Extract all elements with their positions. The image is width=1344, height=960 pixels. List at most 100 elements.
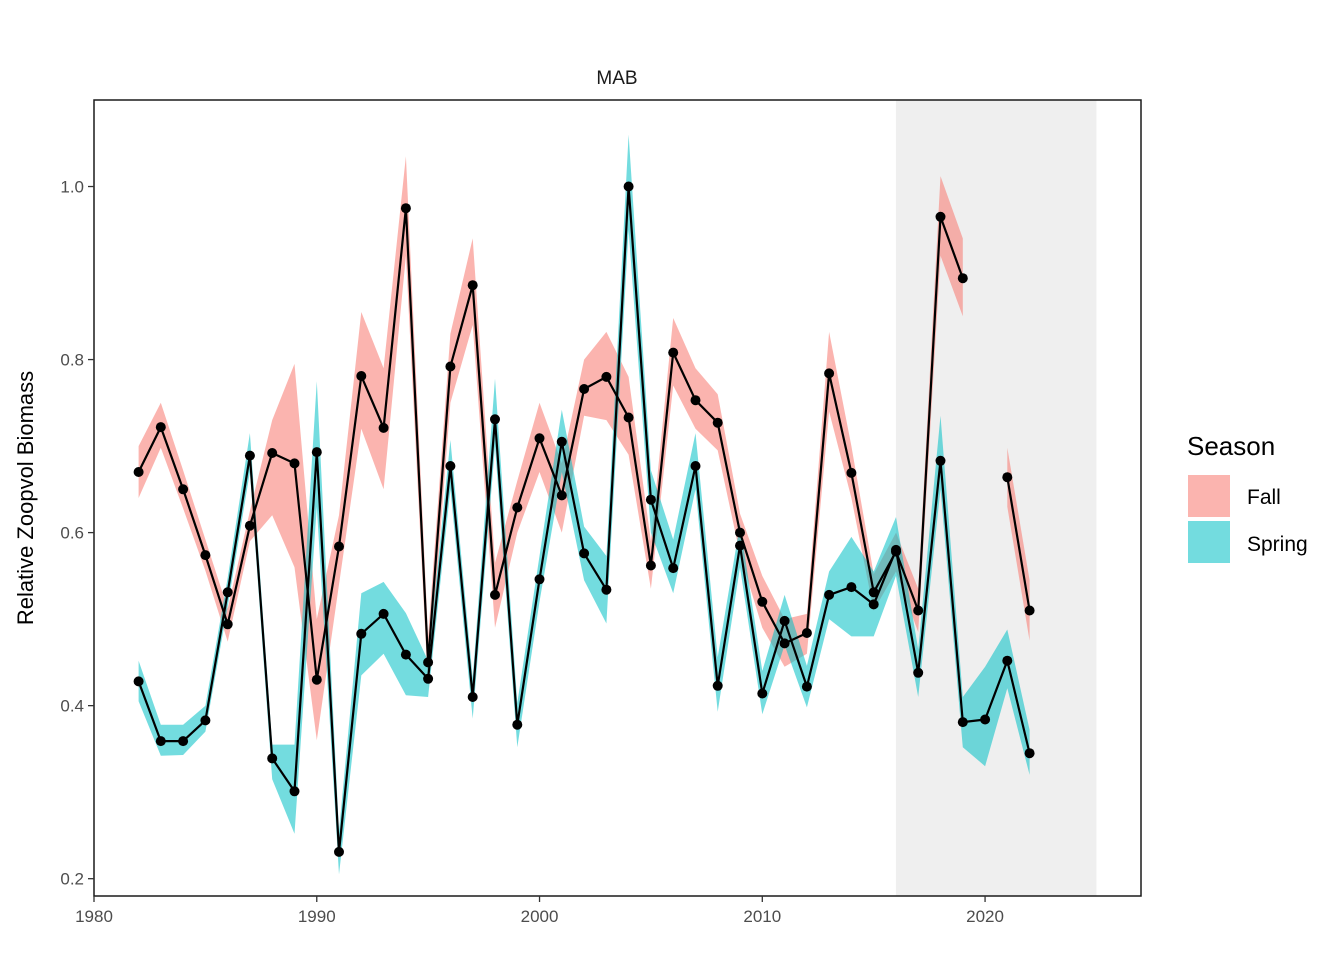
x-tick-label-1990: 1990 (298, 907, 336, 926)
line-fall-1 (1006, 477, 1031, 611)
point-fall-1988 (267, 448, 278, 458)
x-tick-label-2010: 2010 (743, 907, 781, 926)
point-fall-1996 (445, 361, 456, 372)
point-spring-2020 (980, 714, 991, 725)
point-fall-1987 (244, 520, 255, 531)
point-spring-2019 (957, 717, 968, 728)
y-axis-title: Relative Zoopvol Biomass (13, 371, 38, 625)
legend-key-fall (1188, 475, 1230, 517)
point-fall-2003 (601, 371, 612, 382)
point-fall-2012 (801, 628, 812, 638)
point-fall-1997 (467, 280, 478, 291)
point-fall-1998 (490, 589, 500, 600)
point-fall-2009 (735, 527, 745, 538)
point-fall-1994 (400, 203, 411, 214)
point-fall-2018 (935, 211, 946, 222)
panel-border (93, 99, 1142, 897)
point-fall-2007 (690, 395, 701, 406)
plot-area (133, 100, 1097, 896)
point-fall-2021 (1002, 472, 1013, 483)
point-spring-2003 (601, 584, 612, 595)
point-spring-2016 (891, 544, 901, 555)
point-spring-2018 (935, 455, 946, 466)
axes: 1980 1990 2000 2010 2020 0.2 0.4 0.6 0.8 1.0 (60, 178, 1004, 926)
point-spring-1992 (356, 628, 367, 639)
point-fall-1992 (356, 371, 367, 381)
point-spring-1999 (512, 719, 523, 730)
point-spring-1982 (133, 676, 144, 687)
x-tick-label-2020: 2020 (966, 907, 1004, 926)
point-fall-2019 (957, 273, 968, 284)
point-fall-2010 (757, 596, 768, 607)
point-spring-2002 (579, 548, 590, 559)
point-fall-1995 (423, 657, 434, 668)
point-spring-2017 (913, 667, 924, 678)
point-spring-1987 (244, 450, 255, 461)
legend-label-fall: Fall (1247, 486, 1281, 509)
point-spring-1996 (445, 461, 456, 471)
legend-title: Season (1187, 431, 1275, 461)
point-spring-2021 (1002, 655, 1013, 666)
point-fall-1986 (222, 619, 233, 630)
ribbon-fall-0 (138, 156, 963, 741)
point-spring-1988 (267, 753, 278, 764)
point-fall-2011 (779, 638, 790, 649)
point-fall-1991 (334, 541, 344, 552)
x-tick-label-2000: 2000 (521, 907, 559, 926)
y-tick-label-0.8: 0.8 (60, 351, 84, 370)
point-fall-2008 (712, 417, 723, 428)
point-fall-2013 (824, 368, 835, 379)
point-spring-2014 (846, 582, 857, 593)
point-spring-2015 (868, 599, 879, 610)
point-fall-2001 (556, 490, 567, 501)
point-spring-1986 (222, 587, 233, 598)
point-spring-2012 (801, 681, 812, 692)
x-tick-label-1980: 1980 (75, 907, 113, 926)
y-tick-label-1.0: 1.0 (60, 178, 84, 197)
point-fall-2017 (913, 605, 924, 616)
point-spring-2013 (824, 589, 835, 600)
point-fall-2004 (623, 412, 634, 423)
point-fall-1990 (311, 674, 322, 685)
point-fall-2022 (1024, 605, 1035, 616)
point-fall-1985 (200, 550, 211, 561)
point-spring-1983 (155, 736, 166, 747)
point-spring-2011 (779, 615, 790, 626)
point-fall-2014 (846, 467, 857, 478)
point-spring-1993 (378, 608, 389, 619)
point-spring-2007 (690, 461, 701, 471)
point-spring-2022 (1024, 748, 1035, 759)
y-tick-label-0.6: 0.6 (60, 524, 84, 543)
point-fall-1999 (512, 502, 523, 513)
legend-label-spring: Spring (1247, 533, 1308, 556)
point-spring-2005 (645, 494, 656, 505)
legend: Season Fall Spring (1187, 431, 1308, 563)
panel-title: MAB (596, 68, 637, 89)
point-spring-2001 (556, 436, 567, 447)
point-fall-2005 (645, 560, 656, 571)
point-spring-2009 (735, 540, 745, 551)
point-fall-1982 (133, 467, 144, 477)
point-fall-1983 (155, 422, 166, 433)
point-fall-1989 (289, 458, 300, 469)
point-spring-1998 (490, 414, 500, 425)
y-tick-label-0.2: 0.2 (60, 870, 84, 889)
point-spring-1985 (200, 715, 211, 726)
point-fall-2015 (868, 587, 879, 598)
point-fall-1993 (378, 422, 389, 433)
point-spring-2010 (757, 688, 768, 699)
point-fall-2000 (534, 433, 545, 444)
point-spring-1997 (467, 692, 478, 702)
point-spring-2004 (623, 181, 634, 192)
point-spring-1991 (334, 846, 344, 857)
point-spring-1994 (400, 649, 411, 660)
point-spring-2006 (668, 563, 679, 574)
point-spring-2008 (712, 680, 723, 691)
point-spring-1984 (178, 736, 189, 747)
legend-key-spring (1188, 521, 1230, 563)
highlight-region (895, 100, 1097, 896)
point-spring-1989 (289, 786, 300, 797)
point-spring-1990 (311, 447, 322, 458)
